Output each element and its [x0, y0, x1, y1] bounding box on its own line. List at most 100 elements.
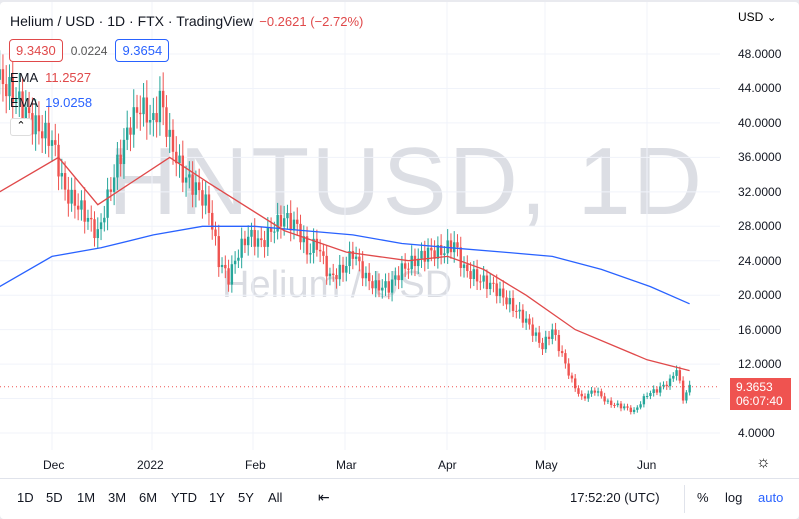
candle-body — [237, 257, 240, 261]
candle-body — [551, 329, 554, 339]
candle-body — [583, 396, 587, 399]
candle-body — [387, 281, 391, 293]
candle-body — [629, 407, 632, 412]
candle-body — [305, 236, 309, 255]
ema-fast-name: EMA — [10, 70, 38, 85]
candle-body — [14, 99, 18, 102]
candle-body — [67, 189, 70, 204]
candle-body — [132, 107, 135, 135]
candle-body — [220, 264, 224, 268]
candle-body — [286, 213, 289, 219]
candle-body — [430, 247, 433, 251]
candle-body — [318, 249, 322, 252]
candle-body — [122, 139, 126, 165]
currency-label: USD — [738, 10, 764, 24]
candle-body — [616, 403, 619, 406]
price-change: −0.2621 (−2.72%) — [259, 14, 364, 29]
candle-body — [688, 384, 691, 393]
collapse-legend-button[interactable]: ⌃ — [10, 118, 32, 136]
candle-body — [652, 389, 655, 394]
candle-body — [351, 251, 355, 259]
price-chart[interactable] — [0, 2, 720, 450]
range-button-ytd[interactable]: YTD — [171, 490, 197, 505]
candle-body — [338, 264, 341, 280]
candle-body — [498, 288, 502, 297]
auto-toggle[interactable]: auto — [758, 490, 784, 505]
date-range-icon[interactable]: ⇤ — [318, 489, 330, 505]
price-axis[interactable]: USD ⌄ 48.0000 44.0000 40.0000 36.0000 32.000… — [720, 2, 799, 450]
candle-body — [155, 113, 158, 123]
candle-body — [273, 231, 276, 233]
candle-body — [475, 269, 479, 282]
candle-body — [469, 271, 472, 280]
candle-body — [322, 251, 325, 256]
time-tick: Jun — [637, 458, 657, 472]
price-tick: 12.0000 — [738, 357, 782, 372]
candle-body — [672, 375, 675, 379]
currency-select[interactable]: USD ⌄ — [738, 10, 777, 24]
candle-body — [619, 403, 623, 409]
time-tick: 2022 — [137, 458, 164, 472]
candle-body — [632, 409, 636, 412]
candle-body — [161, 90, 165, 108]
range-button-6m[interactable]: 6M — [139, 490, 158, 505]
candle-body — [168, 129, 171, 137]
candle-body — [492, 282, 495, 284]
range-button-all[interactable]: All — [268, 490, 283, 505]
price-tick: 32.0000 — [738, 184, 782, 199]
candle-body — [96, 229, 99, 239]
candle-body — [184, 177, 188, 183]
price-tick: 40.0000 — [738, 115, 782, 130]
clock[interactable]: 17:52:20 (UTC) — [570, 490, 660, 505]
log-toggle[interactable]: log — [725, 490, 743, 505]
candle-body — [142, 97, 145, 115]
candle-body — [459, 247, 462, 268]
symbol-title[interactable]: Helium / USD · 1D · FTX · TradingView −0.… — [10, 13, 363, 29]
candle-body — [315, 238, 319, 250]
range-button-5y[interactable]: 5Y — [238, 490, 254, 505]
candle-body — [567, 363, 570, 376]
candle-body — [204, 194, 207, 206]
range-button-1d[interactable]: 1D — [17, 490, 34, 505]
candle-body — [524, 318, 528, 323]
candle-body — [547, 336, 551, 339]
candle-body — [289, 213, 292, 231]
candle-body — [116, 154, 119, 178]
range-button-3m[interactable]: 3M — [108, 490, 127, 505]
candle-body — [276, 214, 279, 232]
sell-price[interactable]: 9.3430 — [9, 39, 63, 62]
candle-body — [24, 107, 28, 120]
candle-body — [139, 112, 142, 115]
candle-body — [603, 396, 606, 402]
spread: 0.0224 — [70, 43, 108, 58]
candle-body — [518, 309, 521, 312]
candle-body — [436, 245, 440, 259]
candle-body — [191, 174, 194, 195]
range-button-1m[interactable]: 1M — [77, 490, 96, 505]
candle-body — [485, 275, 489, 290]
candle-body — [345, 266, 348, 273]
candle-body — [197, 182, 201, 191]
candle-body — [83, 200, 86, 222]
candle-body — [11, 76, 14, 102]
candle-body — [76, 205, 80, 210]
ema-fast-legend[interactable]: EMA 11.2527 — [10, 70, 91, 85]
candle-body — [665, 384, 668, 387]
candle-body — [659, 386, 662, 393]
ema-slow-legend[interactable]: EMA 19.0258 — [10, 95, 92, 110]
candle-body — [531, 324, 534, 336]
settings-icon[interactable]: ☼ — [756, 454, 771, 471]
candle-body — [374, 280, 377, 289]
price-tick: 44.0000 — [738, 81, 782, 96]
percent-toggle[interactable]: % — [697, 490, 709, 505]
candle-body — [390, 279, 394, 293]
title-text: Helium / USD · 1D · FTX · TradingView — [10, 13, 254, 29]
candle-body — [423, 250, 426, 262]
buy-price[interactable]: 9.3654 — [115, 39, 170, 62]
range-button-1y[interactable]: 1Y — [209, 490, 225, 505]
range-button-5d[interactable]: 5D — [46, 490, 63, 505]
candle-body — [472, 269, 476, 280]
candle-body — [341, 264, 345, 273]
candle-body — [397, 275, 400, 281]
candle-body — [413, 255, 417, 267]
